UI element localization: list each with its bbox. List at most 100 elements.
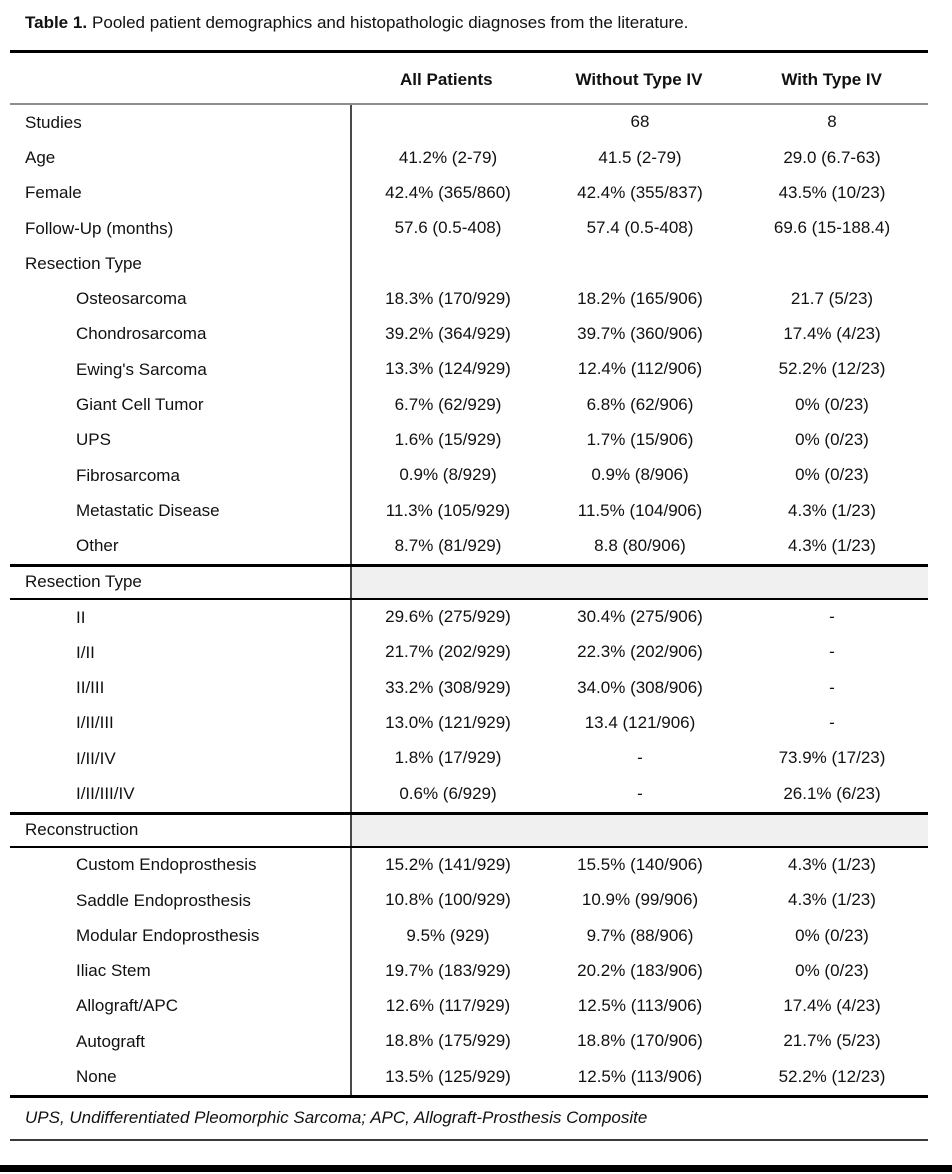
cell-all-patients: 0.9% (8/929) — [399, 465, 497, 485]
cell-without-type-iv: 30.4% (275/906) — [577, 607, 703, 627]
row-values: 42.4% (365/860) 42.4% (355/837) 43.5% (1… — [350, 175, 928, 211]
row-label: I/II/III — [76, 713, 114, 733]
cell-without-type-iv: 34.0% (308/906) — [577, 677, 703, 697]
cell-with-type-iv: 0% (0/23) — [795, 465, 869, 485]
row-label: Osteosarcoma — [76, 289, 187, 309]
cell-with-type-iv: 73.9% (17/23) — [778, 748, 886, 768]
cell-without-type-iv: - — [637, 748, 643, 768]
cell-all-patients: 19.7% (183/929) — [385, 960, 511, 980]
row-label: Other — [76, 536, 119, 556]
cell-without-type-iv: 39.7% (360/906) — [577, 324, 703, 344]
row-values: 13.5% (125/929) 12.5% (113/906) 52.2% (1… — [350, 1059, 928, 1095]
row-label: Autograft — [76, 1031, 145, 1051]
cell-with-type-iv: 17.4% (4/23) — [783, 324, 881, 344]
row-values: 11.3% (105/929) 11.5% (104/906) 4.3% (1/… — [350, 493, 928, 529]
cell-all-patients: 1.6% (15/929) — [394, 429, 502, 449]
cell-without-type-iv: 13.4 (121/906) — [584, 713, 696, 733]
cell-all-patients: 8.7% (81/929) — [394, 535, 502, 555]
cell-without-type-iv: 11.5% (104/906) — [577, 500, 703, 520]
row-values: 0.9% (8/929) 0.9% (8/906) 0% (0/23) — [350, 457, 928, 494]
cell-with-type-iv: 0% (0/23) — [795, 429, 869, 449]
row-values — [350, 246, 928, 282]
cell-with-type-iv: 29.0 (6.7-63) — [783, 147, 881, 167]
row-label: Resection Type — [25, 253, 142, 273]
table-caption: Pooled patient demographics and histopat… — [92, 13, 689, 32]
cell-all-patients: 6.7% (62/929) — [394, 394, 502, 414]
column-header-all-patients: All Patients — [400, 69, 493, 89]
cell-without-type-iv: 6.8% (62/906) — [586, 394, 694, 414]
cell-all-patients: 10.8% (100/929) — [385, 890, 511, 910]
table-row: II 29.6% (275/929) 30.4% (275/906) - — [10, 599, 928, 636]
row-label: II — [76, 607, 86, 627]
row-label: Female — [25, 183, 82, 203]
table-row: Osteosarcoma 18.3% (170/929) 18.2% (165/… — [10, 281, 928, 317]
cell-with-type-iv: 0% (0/23) — [795, 960, 869, 980]
cell-with-type-iv: 43.5% (10/23) — [778, 182, 886, 202]
footnote-text: UPS, Undifferentiated Pleomorphic Sarcom… — [25, 1108, 648, 1128]
cell-all-patients: 13.5% (125/929) — [385, 1066, 511, 1086]
table-row: Allograft/APC 12.6% (117/929) 12.5% (113… — [10, 988, 928, 1025]
table-row: Resection Type — [10, 246, 928, 282]
section-header-row: Resection Type — [10, 563, 928, 600]
table-row: Other 8.7% (81/929) 8.8 (80/906) 4.3% (1… — [10, 528, 928, 564]
row-values: 19.7% (183/929) 20.2% (183/906) 0% (0/23… — [350, 953, 928, 989]
row-values: 6.7% (62/929) 6.8% (62/906) 0% (0/23) — [350, 387, 928, 423]
cell-with-type-iv: 21.7% (5/23) — [783, 1031, 881, 1051]
cell-all-patients: 33.2% (308/929) — [385, 677, 511, 697]
cell-without-type-iv: 18.2% (165/906) — [577, 288, 703, 308]
cell-all-patients: 1.8% (17/929) — [394, 748, 502, 768]
table-body: Studies 68 8 Age 41.2% (2-79) 41.5 (2-79… — [10, 105, 928, 1095]
row-label: I/II — [76, 642, 95, 662]
cell-all-patients: 0.6% (6/929) — [399, 783, 497, 803]
cell-all-patients: 29.6% (275/929) — [385, 607, 511, 627]
row-label: Ewing's Sarcoma — [76, 359, 207, 379]
cell-with-type-iv: - — [829, 677, 835, 697]
cell-with-type-iv: - — [829, 607, 835, 627]
cell-all-patients: 39.2% (364/929) — [385, 324, 511, 344]
demographics-table: All Patients Without Type IV With Type I… — [10, 50, 928, 1141]
row-label: Allograft/APC — [76, 996, 179, 1016]
table-row: Custom Endoprosthesis 15.2% (141/929) 15… — [10, 847, 928, 883]
row-values: 12.6% (117/929) 12.5% (113/906) 17.4% (4… — [350, 988, 928, 1025]
row-label: Giant Cell Tumor — [76, 395, 204, 415]
cell-with-type-iv: 17.4% (4/23) — [783, 996, 881, 1016]
cell-with-type-iv: - — [829, 713, 835, 733]
table-row: Giant Cell Tumor 6.7% (62/929) 6.8% (62/… — [10, 387, 928, 423]
cell-with-type-iv: 26.1% (6/23) — [783, 783, 881, 803]
cell-with-type-iv: 21.7 (5/23) — [790, 288, 874, 308]
cell-with-type-iv: 4.3% (1/23) — [788, 535, 876, 555]
cell-without-type-iv: 15.5% (140/906) — [577, 854, 703, 874]
table-row: Saddle Endoprosthesis 10.8% (100/929) 10… — [10, 882, 928, 919]
row-label: Modular Endoprosthesis — [76, 925, 260, 945]
cell-all-patients: 12.6% (117/929) — [385, 996, 511, 1016]
table-row: Modular Endoprosthesis 9.5% (929) 9.7% (… — [10, 918, 928, 954]
row-label: Fibrosarcoma — [76, 465, 180, 485]
row-label: Resection Type — [25, 572, 142, 592]
cell-without-type-iv: 9.7% (88/906) — [586, 925, 694, 945]
cell-without-type-iv: - — [637, 783, 643, 803]
cell-with-type-iv: 52.2% (12/23) — [778, 1066, 886, 1086]
cell-all-patients: 11.3% (105/929) — [385, 500, 511, 520]
cell-all-patients: 13.3% (124/929) — [385, 359, 511, 379]
row-values: 41.2% (2-79) 41.5 (2-79) 29.0 (6.7-63) — [350, 140, 928, 176]
cell-without-type-iv: 42.4% (355/837) — [577, 182, 703, 202]
cell-without-type-iv: 0.9% (8/906) — [591, 465, 689, 485]
cell-all-patients: 42.4% (365/860) — [385, 182, 511, 202]
row-label: Metastatic Disease — [76, 500, 220, 520]
cell-all-patients: 15.2% (141/929) — [385, 854, 511, 874]
table-row: Autograft 18.8% (175/929) 18.8% (170/906… — [10, 1024, 928, 1060]
row-values — [350, 814, 928, 846]
table-row: Follow-Up (months) 57.6 (0.5-408) 57.4 (… — [10, 210, 928, 247]
row-values: 8.7% (81/929) 8.8 (80/906) 4.3% (1/23) — [350, 528, 928, 564]
table-row: I/II/IV 1.8% (17/929) - 73.9% (17/23) — [10, 741, 928, 777]
row-values — [350, 566, 928, 598]
row-values: 57.6 (0.5-408) 57.4 (0.5-408) 69.6 (15-1… — [350, 210, 928, 247]
cell-without-type-iv: 22.3% (202/906) — [577, 642, 703, 662]
cell-without-type-iv: 1.7% (15/906) — [586, 429, 694, 449]
column-header-with-type-iv: With Type IV — [781, 69, 882, 89]
cell-all-patients: 18.8% (175/929) — [385, 1031, 511, 1051]
row-values: 10.8% (100/929) 10.9% (99/906) 4.3% (1/2… — [350, 882, 928, 919]
row-label: I/II/IV — [76, 748, 116, 768]
row-values: 15.2% (141/929) 15.5% (140/906) 4.3% (1/… — [350, 847, 928, 883]
